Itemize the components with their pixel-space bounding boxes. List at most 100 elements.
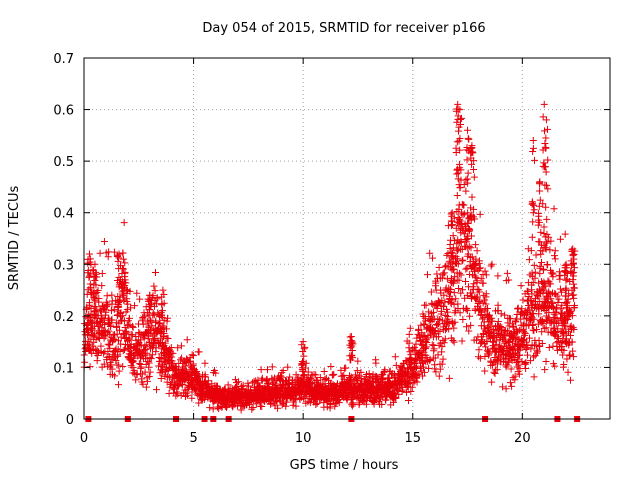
data-point: [527, 247, 535, 255]
data-point: [167, 353, 175, 361]
data-point: [106, 344, 114, 352]
data-point: [562, 268, 570, 276]
data-point: [541, 139, 549, 147]
data-point: [131, 302, 139, 310]
data-point: [188, 351, 196, 359]
data-point: [103, 292, 111, 300]
data-point: [540, 230, 548, 238]
data-point: [465, 135, 473, 143]
data-point: [116, 326, 124, 334]
data-point: [569, 291, 577, 299]
data-point: [564, 301, 572, 309]
data-point: [551, 255, 559, 263]
data-point: [406, 324, 414, 332]
data-point: [542, 324, 550, 332]
data-point: [538, 258, 546, 266]
data-point: [488, 378, 496, 386]
data-point: [423, 271, 431, 279]
data-point: [566, 331, 574, 339]
x-tick-label: 20: [514, 431, 531, 446]
data-point: [279, 367, 287, 375]
data-point: [536, 262, 544, 270]
data-point: [519, 341, 527, 349]
data-point: [125, 335, 133, 343]
data-point: [447, 248, 455, 256]
data-point: [148, 351, 156, 359]
data-point: [435, 298, 443, 306]
data-point: [167, 343, 175, 351]
data-point: [544, 292, 552, 300]
data-point: [570, 325, 578, 333]
data-point: [420, 320, 428, 328]
data-point: [433, 304, 441, 312]
data-point: [534, 348, 542, 356]
data-point: [534, 320, 542, 328]
data-point: [459, 211, 467, 219]
data-point: [456, 309, 464, 317]
data-point: [428, 341, 436, 349]
data-point: [468, 253, 476, 261]
data-point: [559, 351, 567, 359]
data-point: [85, 310, 93, 318]
data-point: [538, 339, 546, 347]
data-point: [456, 116, 464, 124]
data-point: [274, 404, 282, 412]
data-point: [186, 357, 194, 365]
data-point: [514, 356, 522, 364]
data-point: [541, 127, 549, 135]
data-point: [145, 303, 153, 311]
data-point: [456, 146, 464, 154]
data-point: [546, 246, 554, 254]
data-point: [570, 291, 578, 299]
data-point: [111, 347, 119, 355]
data-point: [512, 318, 520, 326]
data-point: [544, 125, 552, 133]
data-point: [89, 332, 97, 340]
data-point: [170, 384, 178, 392]
data-point: [299, 367, 307, 375]
data-point: [553, 333, 561, 341]
data-point: [484, 304, 492, 312]
data-point: [450, 324, 458, 332]
data-point: [412, 364, 420, 372]
data-point: [516, 326, 524, 334]
data-point: [118, 264, 126, 272]
data-point: [92, 303, 100, 311]
data-point: [121, 259, 129, 267]
data-point: [454, 100, 462, 108]
data-point: [445, 257, 453, 265]
data-point: [126, 287, 134, 295]
data-point: [440, 339, 448, 347]
data-point: [526, 357, 534, 365]
data-point: [448, 212, 456, 220]
data-point: [465, 243, 473, 251]
data-point: [456, 217, 464, 225]
data-point: [540, 223, 548, 231]
data-point: [544, 156, 552, 164]
data-point: [119, 347, 127, 355]
data-point: [129, 363, 137, 371]
y-tick-label: 0.3: [53, 258, 74, 273]
y-tick-label: 0.4: [53, 207, 74, 222]
y-tick-label: 0.5: [53, 155, 74, 170]
data-point: [394, 385, 402, 393]
data-point: [543, 215, 551, 223]
data-point: [183, 336, 191, 344]
data-point: [418, 340, 426, 348]
data-point: [468, 142, 476, 150]
y-tick-label: 0.2: [53, 310, 74, 325]
data-point: [569, 252, 577, 260]
data-point: [142, 383, 150, 391]
data-point: [195, 348, 203, 356]
data-point: [542, 163, 550, 171]
data-point: [89, 267, 97, 275]
data-point: [511, 372, 519, 380]
data-point: [139, 320, 147, 328]
data-point: [482, 290, 490, 298]
data-point: [456, 106, 464, 114]
data-point: [466, 225, 474, 233]
data-point: [453, 118, 461, 126]
data-point: [441, 298, 449, 306]
data-point: [535, 343, 543, 351]
data-point: [542, 144, 550, 152]
